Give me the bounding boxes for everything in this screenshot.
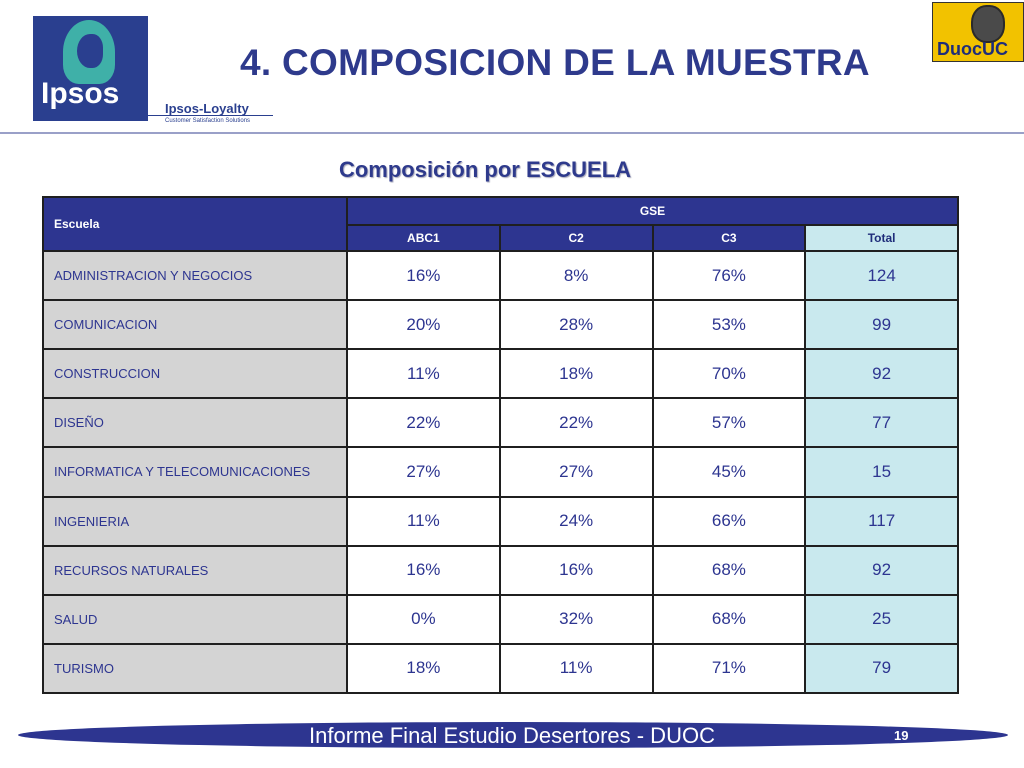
row-escuela: COMUNICACION xyxy=(44,301,346,349)
cell-abc1: 20% xyxy=(348,301,499,349)
cell-c2: 24% xyxy=(500,497,652,545)
footer-text: Informe Final Estudio Desertores - DUOC xyxy=(309,723,715,748)
cell-c3: 53% xyxy=(653,301,805,349)
composition-table-container: Escuela GSE ABC1 C2 C3 Total ADMINISTRAC… xyxy=(42,196,959,694)
escuela-column-header: Escuela xyxy=(44,198,346,250)
table-subtitle: Composición por ESCUELA xyxy=(338,157,632,182)
ipsos-logo: Ipsos xyxy=(33,16,148,121)
table-row: DISEÑO 22% 22% 57% 77 xyxy=(44,399,957,447)
table-row: TURISMO 18% 11% 71% 79 xyxy=(44,644,957,692)
row-escuela: DISEÑO xyxy=(44,399,346,447)
duoc-crest-icon xyxy=(971,5,1005,43)
cell-abc1: 11% xyxy=(348,497,499,545)
cell-total: 92 xyxy=(806,546,957,594)
cell-c3: 66% xyxy=(653,497,805,545)
cell-abc1: 18% xyxy=(348,644,499,692)
ipsos-logo-word: Ipsos xyxy=(41,77,120,110)
header-divider xyxy=(0,132,1024,134)
row-escuela: RECURSOS NATURALES xyxy=(44,546,346,594)
row-escuela: ADMINISTRACION Y NEGOCIOS xyxy=(44,252,346,300)
page-title: 4. COMPOSICION DE LA MUESTRA xyxy=(240,42,870,83)
cell-c2: 8% xyxy=(500,252,652,300)
cell-abc1: 27% xyxy=(348,448,499,496)
cell-c2: 16% xyxy=(500,546,652,594)
page-number: 19 xyxy=(894,728,909,743)
duoc-logo-word: DuocUC xyxy=(937,39,1008,59)
loyalty-divider xyxy=(145,115,273,116)
table-row: COMUNICACION 20% 28% 53% 99 xyxy=(44,301,957,349)
table-row: ADMINISTRACION Y NEGOCIOS 16% 8% 76% 124 xyxy=(44,252,957,300)
cell-c3: 45% xyxy=(653,448,805,496)
cell-c3: 71% xyxy=(653,644,805,692)
cell-c3: 76% xyxy=(653,252,805,300)
cell-abc1: 22% xyxy=(348,399,499,447)
table-row: SALUD 0% 32% 68% 25 xyxy=(44,595,957,643)
cell-abc1: 16% xyxy=(348,252,499,300)
ipsos-head-icon xyxy=(63,20,115,84)
cell-total: 77 xyxy=(806,399,957,447)
cell-total: 117 xyxy=(806,497,957,545)
row-escuela: SALUD xyxy=(44,595,346,643)
row-escuela: INGENIERIA xyxy=(44,497,346,545)
cell-c2: 11% xyxy=(500,644,652,692)
cell-c2: 18% xyxy=(500,350,652,398)
cell-total: 99 xyxy=(806,301,957,349)
cell-total: 15 xyxy=(806,448,957,496)
cell-total: 25 xyxy=(806,595,957,643)
cell-c3: 70% xyxy=(653,350,805,398)
cell-c2: 28% xyxy=(500,301,652,349)
column-header-c3: C3 xyxy=(653,226,805,250)
table-row: RECURSOS NATURALES 16% 16% 68% 92 xyxy=(44,546,957,594)
loyalty-brand-name: Ipsos-Loyalty xyxy=(165,101,249,116)
cell-c3: 68% xyxy=(653,595,805,643)
column-header-c2: C2 xyxy=(500,226,652,250)
table-row: INFORMATICA Y TELECOMUNICACIONES 27% 27%… xyxy=(44,448,957,496)
footer-band xyxy=(18,722,1008,748)
loyalty-tagline: Customer Satisfaction Solutions xyxy=(165,118,251,124)
cell-c3: 57% xyxy=(653,399,805,447)
gse-group-header: GSE xyxy=(348,198,957,224)
cell-c2: 22% xyxy=(500,399,652,447)
column-header-abc1: ABC1 xyxy=(348,226,499,250)
cell-abc1: 16% xyxy=(348,546,499,594)
cell-c2: 32% xyxy=(500,595,652,643)
column-header-total: Total xyxy=(806,226,957,250)
table-row: INGENIERIA 11% 24% 66% 117 xyxy=(44,497,957,545)
row-escuela: TURISMO xyxy=(44,644,346,692)
cell-abc1: 0% xyxy=(348,595,499,643)
row-escuela: INFORMATICA Y TELECOMUNICACIONES xyxy=(44,448,346,496)
cell-total: 124 xyxy=(806,252,957,300)
composition-table: Escuela GSE ABC1 C2 C3 Total ADMINISTRAC… xyxy=(42,196,959,694)
duoc-logo: DuocUC xyxy=(932,2,1024,62)
cell-abc1: 11% xyxy=(348,350,499,398)
row-escuela: CONSTRUCCION xyxy=(44,350,346,398)
cell-total: 79 xyxy=(806,644,957,692)
cell-c2: 27% xyxy=(500,448,652,496)
cell-total: 92 xyxy=(806,350,957,398)
cell-c3: 68% xyxy=(653,546,805,594)
table-row: CONSTRUCCION 11% 18% 70% 92 xyxy=(44,350,957,398)
